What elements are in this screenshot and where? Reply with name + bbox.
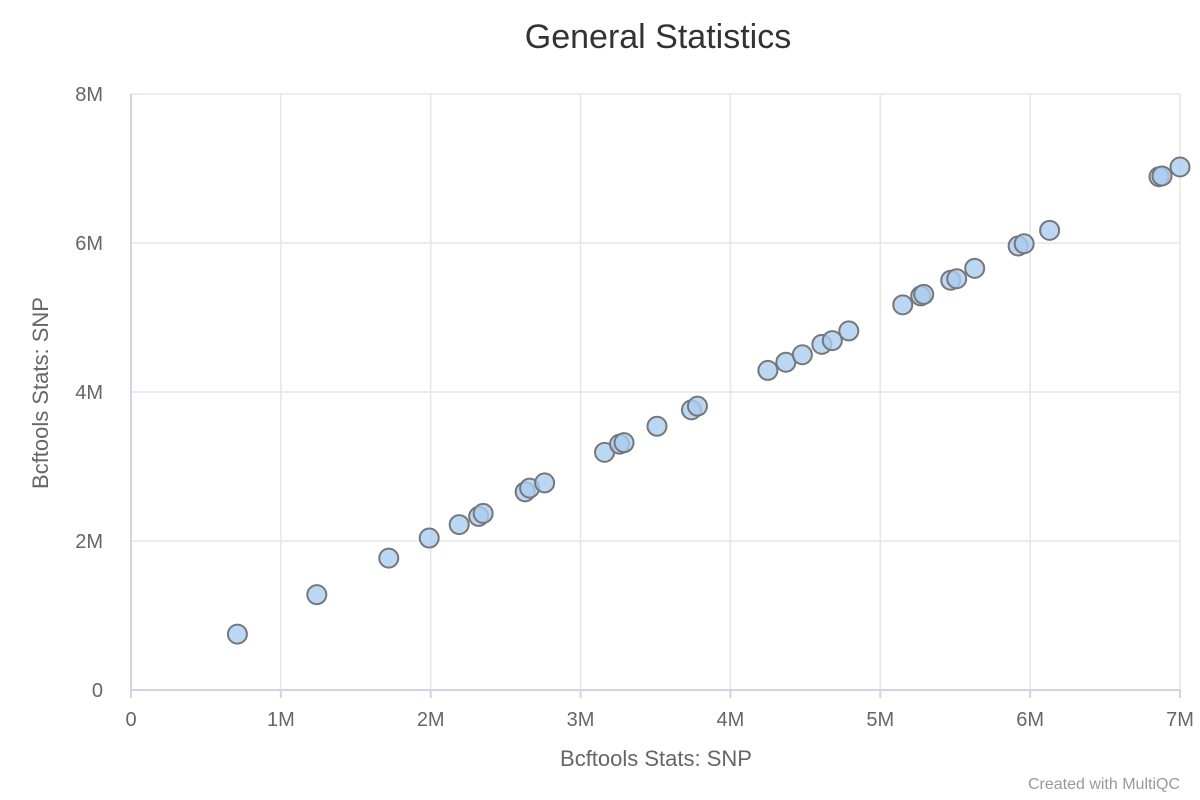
data-point[interactable] — [418, 527, 440, 549]
data-point[interactable] — [946, 268, 968, 290]
data-point[interactable] — [613, 432, 635, 454]
x-tick-label: 4M — [717, 709, 745, 731]
y-axis-title: Bcftools Stats: SNP — [28, 297, 53, 489]
data-point[interactable] — [646, 415, 668, 437]
data-point[interactable] — [964, 257, 986, 279]
x-tick-label: 7M — [1166, 709, 1194, 731]
x-tick-label: 3M — [567, 709, 595, 731]
chart-title: General Statistics — [525, 18, 791, 56]
x-axis-title: Bcftools Stats: SNP — [560, 746, 752, 771]
data-point[interactable] — [448, 514, 470, 536]
x-tick-label: 0 — [125, 709, 136, 731]
grid-lines — [131, 93, 1181, 690]
y-tick-label: 8M — [75, 84, 103, 106]
x-axis-ticks: 0 1M 2M 3M 4M 5M 6M 7M — [125, 690, 1194, 731]
credits-text[interactable]: Created with MultiQC — [1028, 776, 1180, 793]
data-point[interactable] — [534, 472, 556, 494]
x-tick-label: 6M — [1016, 709, 1044, 731]
x-tick-label: 1M — [267, 709, 295, 731]
data-point[interactable] — [306, 584, 328, 606]
data-point[interactable] — [821, 330, 843, 352]
axes — [130, 94, 1180, 691]
data-point[interactable] — [1013, 233, 1035, 255]
data-point[interactable] — [791, 344, 813, 366]
y-tick-label: 0 — [92, 680, 103, 702]
x-tick-label: 5M — [866, 709, 894, 731]
data-point[interactable] — [757, 359, 779, 381]
data-point[interactable] — [472, 502, 494, 524]
y-tick-label: 2M — [75, 531, 103, 553]
x-tick-label: 2M — [417, 709, 445, 731]
data-point[interactable] — [1039, 219, 1061, 241]
data-point[interactable] — [378, 547, 400, 569]
data-point[interactable] — [913, 283, 935, 305]
data-point[interactable] — [1151, 165, 1173, 187]
y-axis-ticks: 0 2M 4M 6M 8M — [75, 84, 103, 702]
y-tick-label: 4M — [75, 382, 103, 404]
data-point[interactable] — [226, 623, 248, 645]
y-tick-label: 6M — [75, 233, 103, 255]
data-point[interactable] — [838, 320, 860, 342]
data-point[interactable] — [892, 294, 914, 316]
data-point[interactable] — [1169, 156, 1191, 178]
data-points[interactable] — [226, 156, 1191, 645]
data-point[interactable] — [686, 395, 708, 417]
